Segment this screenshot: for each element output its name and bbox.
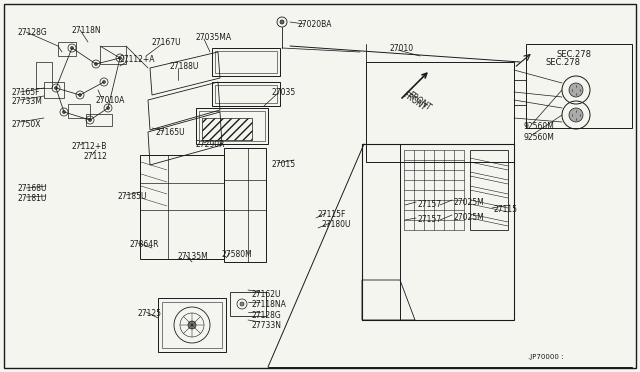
Text: 27128G: 27128G xyxy=(18,28,48,37)
Bar xyxy=(140,155,224,259)
Text: 27168U: 27168U xyxy=(18,184,47,193)
Text: 27010A: 27010A xyxy=(95,96,124,105)
Text: 27290R: 27290R xyxy=(196,140,225,149)
Bar xyxy=(158,298,226,352)
Text: FRONT: FRONT xyxy=(406,90,433,112)
Circle shape xyxy=(102,80,106,83)
Text: 27165U: 27165U xyxy=(156,128,186,137)
Circle shape xyxy=(106,106,109,109)
Bar xyxy=(362,144,514,320)
Bar xyxy=(215,85,277,103)
Text: 27118N: 27118N xyxy=(72,26,102,35)
Text: 27035MA: 27035MA xyxy=(196,33,232,42)
Text: FRONT: FRONT xyxy=(401,90,428,112)
Circle shape xyxy=(70,46,74,49)
Bar xyxy=(68,104,90,118)
Text: 27750X: 27750X xyxy=(12,120,42,129)
Text: 27025M: 27025M xyxy=(454,213,484,222)
Bar xyxy=(362,144,400,320)
Text: 27025M: 27025M xyxy=(454,198,484,207)
Bar xyxy=(86,114,112,126)
Bar xyxy=(366,62,514,162)
Bar xyxy=(199,111,265,141)
Text: 27864R: 27864R xyxy=(130,240,159,249)
Circle shape xyxy=(569,83,583,97)
Bar xyxy=(202,118,252,140)
Circle shape xyxy=(118,57,122,60)
Circle shape xyxy=(63,110,65,113)
Text: 27112+A: 27112+A xyxy=(120,55,156,64)
Text: 27580M: 27580M xyxy=(222,250,253,259)
Text: 27167U: 27167U xyxy=(152,38,182,47)
Text: .JP70000 :: .JP70000 : xyxy=(528,354,563,360)
Text: 27112+B: 27112+B xyxy=(72,142,108,151)
Text: 92560M: 92560M xyxy=(524,133,555,142)
Text: 27125: 27125 xyxy=(138,309,162,318)
Text: 27733N: 27733N xyxy=(252,321,282,330)
Circle shape xyxy=(240,302,244,306)
Text: 27128G: 27128G xyxy=(252,311,282,320)
Text: 27180U: 27180U xyxy=(322,220,351,229)
Bar xyxy=(212,48,280,76)
Bar xyxy=(470,150,508,230)
Text: 27115F: 27115F xyxy=(318,210,346,219)
Text: 27015: 27015 xyxy=(272,160,296,169)
Text: 92560M: 92560M xyxy=(524,122,555,131)
Text: 27157: 27157 xyxy=(418,200,442,209)
Bar xyxy=(100,46,126,64)
Text: 27010: 27010 xyxy=(390,44,414,53)
Bar xyxy=(230,292,266,316)
Bar xyxy=(196,108,268,144)
Text: 27035: 27035 xyxy=(272,88,296,97)
Text: SEC.278: SEC.278 xyxy=(546,58,581,67)
Bar xyxy=(44,82,64,98)
Circle shape xyxy=(88,119,92,122)
Text: 27188U: 27188U xyxy=(170,62,200,71)
Circle shape xyxy=(95,62,97,65)
Bar xyxy=(215,51,277,73)
Bar xyxy=(526,44,632,128)
Text: 27020BA: 27020BA xyxy=(298,20,333,29)
Text: 27157: 27157 xyxy=(418,215,442,224)
Circle shape xyxy=(569,108,583,122)
Text: 27185U: 27185U xyxy=(118,192,147,201)
Text: 27135M: 27135M xyxy=(178,252,209,261)
Text: 27118NA: 27118NA xyxy=(252,300,287,309)
Circle shape xyxy=(79,93,81,96)
Circle shape xyxy=(188,321,196,329)
Bar xyxy=(162,302,222,348)
Text: 27165F: 27165F xyxy=(12,88,40,97)
Text: 27112: 27112 xyxy=(84,152,108,161)
Text: 27181U: 27181U xyxy=(18,194,47,203)
Text: 27733M: 27733M xyxy=(12,97,43,106)
Circle shape xyxy=(54,87,58,90)
Text: 27162U: 27162U xyxy=(252,290,282,299)
Circle shape xyxy=(280,20,284,24)
Text: SEC.278: SEC.278 xyxy=(557,50,591,59)
Text: 27115: 27115 xyxy=(494,205,518,214)
Bar xyxy=(58,42,76,56)
Bar xyxy=(212,82,280,106)
Bar xyxy=(36,62,52,88)
Bar xyxy=(224,148,266,262)
